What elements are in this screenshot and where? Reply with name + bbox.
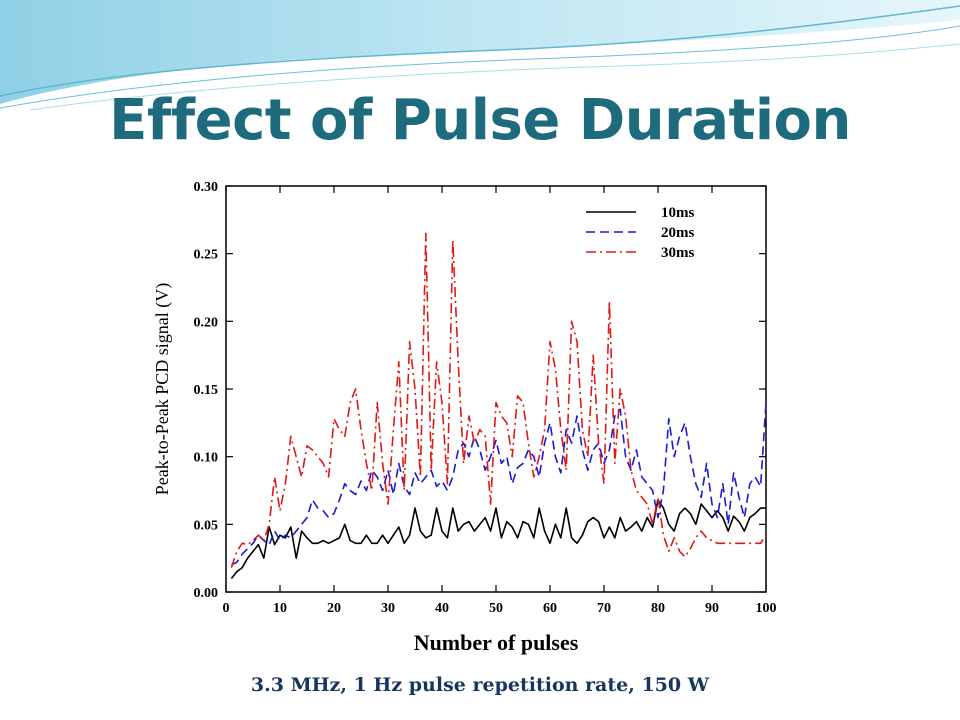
banner-wave-line [0,5,960,97]
y-tick-label: 0.15 [194,383,219,398]
legend: 10ms 20ms 30ms [586,205,694,261]
x-tick-label: 100 [756,601,777,616]
x-tick-label: 90 [705,601,719,616]
x-tick-label: 0 [223,601,230,616]
banner-wave-line [0,25,960,109]
y-tick-label: 0.25 [194,248,219,263]
x-axis-ticks: 0 10 20 30 40 50 60 70 80 90 100 [223,186,777,616]
series-line-10ms [230,499,766,579]
legend-label: 30ms [661,245,694,261]
y-tick-label: 0.10 [194,451,219,466]
x-tick-label: 20 [327,601,341,616]
x-tick-label: 30 [381,601,395,616]
y-tick-label: 0.20 [194,315,219,330]
line-chart: 0.00 0.05 0.10 0.15 0.20 0.25 0.30 0 10 20 30 40 50… [152,180,777,655]
x-tick-label: 60 [543,601,557,616]
x-tick-label: 50 [489,601,503,616]
x-tick-label: 10 [273,601,287,616]
slide-caption: 3.3 MHz, 1 Hz pulse repetition rate, 150… [250,674,710,696]
x-tick-label: 80 [651,601,665,616]
x-axis-label: Number of pulses [414,630,579,655]
legend-label: 20ms [661,225,694,241]
y-tick-label: 0.05 [194,518,219,533]
chart-panel: 0.00 0.05 0.10 0.15 0.20 0.25 0.30 0 10 20 30 40 50… [146,160,814,660]
slide-title: Effect of Pulse Duration [109,88,851,153]
x-tick-label: 70 [597,601,611,616]
series-layer [230,232,767,579]
x-tick-label: 40 [435,601,449,616]
y-tick-label: 0.00 [194,586,219,601]
y-tick-label: 0.30 [194,180,219,195]
y-axis-ticks: 0.00 0.05 0.10 0.15 0.20 0.25 0.30 [194,180,766,601]
series-line-20ms [231,402,767,566]
legend-label: 10ms [661,205,694,221]
decorative-banner-waves [0,0,960,111]
y-axis-label: Peak-to-Peak PCD signal (V) [152,283,173,495]
banner-wave-fill [0,0,960,104]
series-line-30ms [230,232,767,568]
banner-wave-line [29,43,960,111]
